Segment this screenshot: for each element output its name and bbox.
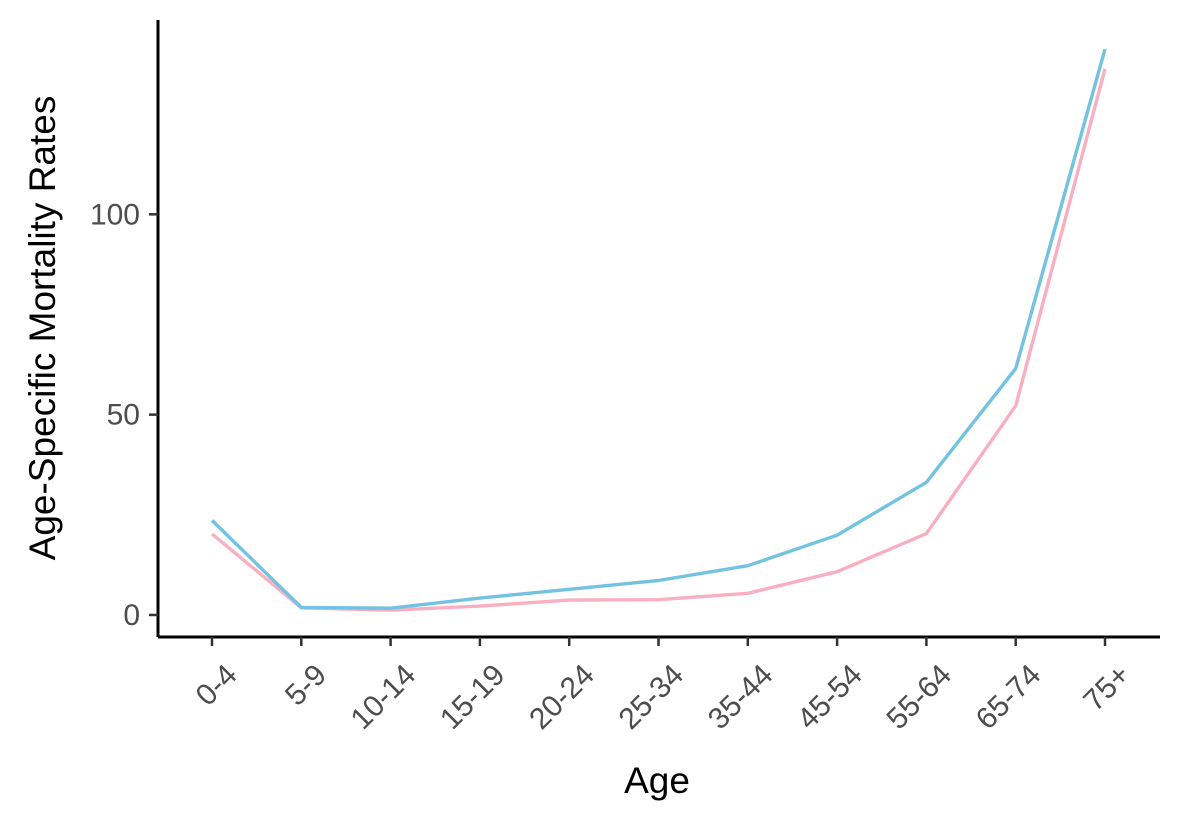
x-tick-label: 55-64 bbox=[880, 658, 958, 736]
x-tick-label: 15-19 bbox=[434, 658, 512, 736]
x-tick-label: 75+ bbox=[1077, 658, 1136, 717]
x-tick-label: 35-44 bbox=[702, 658, 780, 736]
x-tick-label: 25-34 bbox=[613, 658, 691, 736]
y-axis-ticks: 0 50 100 bbox=[90, 198, 158, 632]
y-tick-label: 100 bbox=[90, 198, 140, 231]
x-axis-title: Age bbox=[624, 760, 690, 801]
x-axis-ticks: 0-4 5-9 10-14 15-19 20-24 25-34 35-44 45-54 55-6… bbox=[190, 637, 1137, 736]
y-axis-title: Age-Specific Mortality Rates bbox=[22, 96, 63, 561]
x-tick-label: 20-24 bbox=[523, 658, 601, 736]
x-tick-label: 65-74 bbox=[970, 658, 1048, 736]
series-line-2 bbox=[210, 48, 1107, 610]
x-tick-label: 0-4 bbox=[190, 658, 244, 712]
x-tick-label: 5-9 bbox=[279, 658, 333, 712]
x-tick-label: 10-14 bbox=[345, 658, 423, 736]
series-group bbox=[210, 48, 1107, 612]
y-tick-label: 0 bbox=[123, 599, 140, 632]
series-line-1 bbox=[210, 68, 1107, 612]
x-tick-label: 45-54 bbox=[791, 658, 869, 736]
y-tick-label: 50 bbox=[107, 399, 140, 432]
